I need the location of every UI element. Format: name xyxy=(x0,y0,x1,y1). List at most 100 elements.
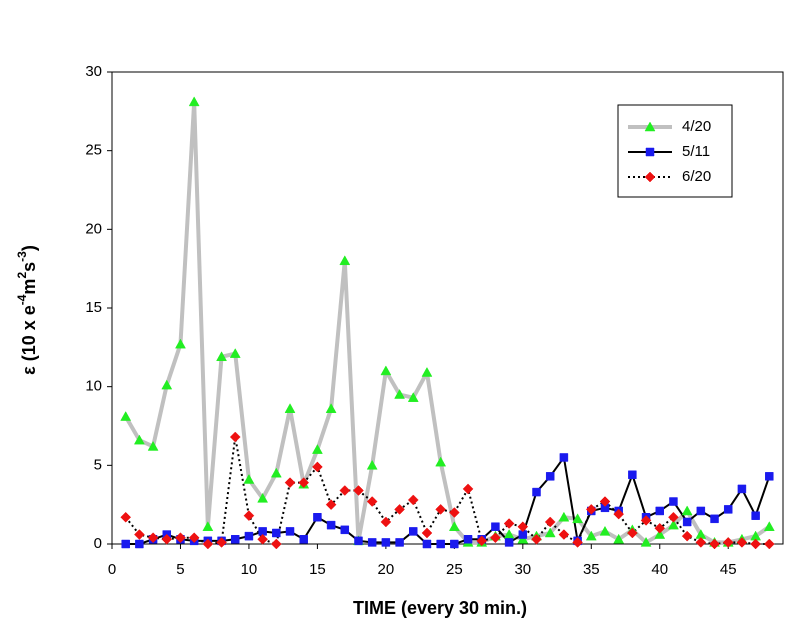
marker xyxy=(750,538,761,550)
marker xyxy=(340,525,350,535)
x-tick-label: 30 xyxy=(514,561,531,578)
marker xyxy=(640,536,652,547)
y-axis-title-part: s xyxy=(19,262,39,272)
marker xyxy=(339,255,351,266)
marker xyxy=(421,366,433,377)
x-tick-label: 0 xyxy=(108,561,116,578)
x-tick-label: 45 xyxy=(720,561,737,578)
marker xyxy=(394,504,405,515)
marker xyxy=(216,351,227,362)
marker xyxy=(243,473,255,484)
marker xyxy=(272,528,281,538)
marker xyxy=(135,539,144,549)
y-tick-label: 10 xyxy=(85,378,102,395)
x-tick-label: 5 xyxy=(176,561,184,578)
legend-marker xyxy=(644,121,656,132)
marker xyxy=(244,531,254,541)
marker xyxy=(669,497,678,506)
marker xyxy=(722,537,734,548)
marker xyxy=(695,537,707,548)
marker xyxy=(572,537,583,548)
marker xyxy=(354,536,363,546)
marker xyxy=(599,525,611,536)
y-axis-title-part: ε (10 x e xyxy=(19,305,39,375)
marker xyxy=(257,533,268,545)
marker xyxy=(737,484,747,494)
marker xyxy=(668,519,679,530)
marker xyxy=(380,365,392,376)
marker xyxy=(147,440,159,451)
marker xyxy=(394,389,405,399)
marker xyxy=(613,533,625,544)
marker xyxy=(585,530,597,541)
marker xyxy=(121,539,130,549)
legend-marker xyxy=(644,171,656,183)
marker xyxy=(120,511,132,523)
y-tick-label: 20 xyxy=(85,220,102,237)
marker xyxy=(270,538,282,550)
marker xyxy=(572,513,584,524)
marker xyxy=(311,444,323,454)
marker xyxy=(147,532,159,544)
x-tick-label: 10 xyxy=(241,561,258,578)
x-tick-label: 25 xyxy=(446,561,463,578)
y-tick-label: 0 xyxy=(94,535,102,552)
marker xyxy=(682,517,692,527)
marker xyxy=(736,537,748,548)
marker xyxy=(120,411,132,421)
marker xyxy=(681,530,693,542)
marker xyxy=(407,392,419,402)
marker xyxy=(133,434,145,445)
x-tick-label: 40 xyxy=(651,561,668,578)
marker xyxy=(421,527,433,539)
marker xyxy=(545,472,555,481)
x-axis-title: TIME (every 30 min.) xyxy=(353,598,527,618)
marker xyxy=(517,521,529,533)
marker xyxy=(668,511,679,523)
marker xyxy=(422,539,432,549)
legend-label: 5/11 xyxy=(682,143,710,160)
y-axis-title-superscript: -4 xyxy=(15,294,29,305)
marker xyxy=(490,532,501,544)
marker xyxy=(339,485,351,496)
marker xyxy=(188,96,200,107)
marker xyxy=(435,456,447,467)
marker xyxy=(476,535,488,547)
legend-label: 4/20 xyxy=(682,118,711,135)
x-tick-label: 15 xyxy=(309,561,326,578)
marker xyxy=(654,529,666,539)
y-tick-label: 15 xyxy=(85,299,102,316)
marker xyxy=(531,533,542,545)
marker xyxy=(763,538,775,550)
marker xyxy=(366,459,378,470)
marker xyxy=(504,538,514,547)
marker xyxy=(202,521,214,531)
marker xyxy=(270,467,282,478)
x-tick-label: 35 xyxy=(583,561,600,578)
marker xyxy=(409,527,418,536)
marker xyxy=(395,538,404,547)
marker xyxy=(628,470,637,480)
legend-label: 6/20 xyxy=(682,168,711,185)
marker xyxy=(532,487,541,497)
y-axis-title-superscript: -3 xyxy=(15,251,29,262)
marker xyxy=(462,483,474,495)
marker xyxy=(230,535,240,544)
y-axis-title-superscript: 2 xyxy=(15,272,29,279)
marker xyxy=(299,535,308,544)
marker xyxy=(381,538,391,547)
marker xyxy=(696,506,706,516)
marker xyxy=(243,510,255,522)
marker xyxy=(763,521,775,531)
marker xyxy=(627,527,638,539)
marker xyxy=(326,520,336,530)
marker xyxy=(202,538,214,550)
marker xyxy=(654,522,666,534)
y-tick-label: 30 xyxy=(85,63,102,80)
marker xyxy=(188,532,200,544)
y-axis-title-part: m xyxy=(19,279,39,295)
marker xyxy=(709,538,720,550)
marker xyxy=(448,521,460,531)
marker xyxy=(216,537,227,548)
legend-marker xyxy=(645,147,655,157)
